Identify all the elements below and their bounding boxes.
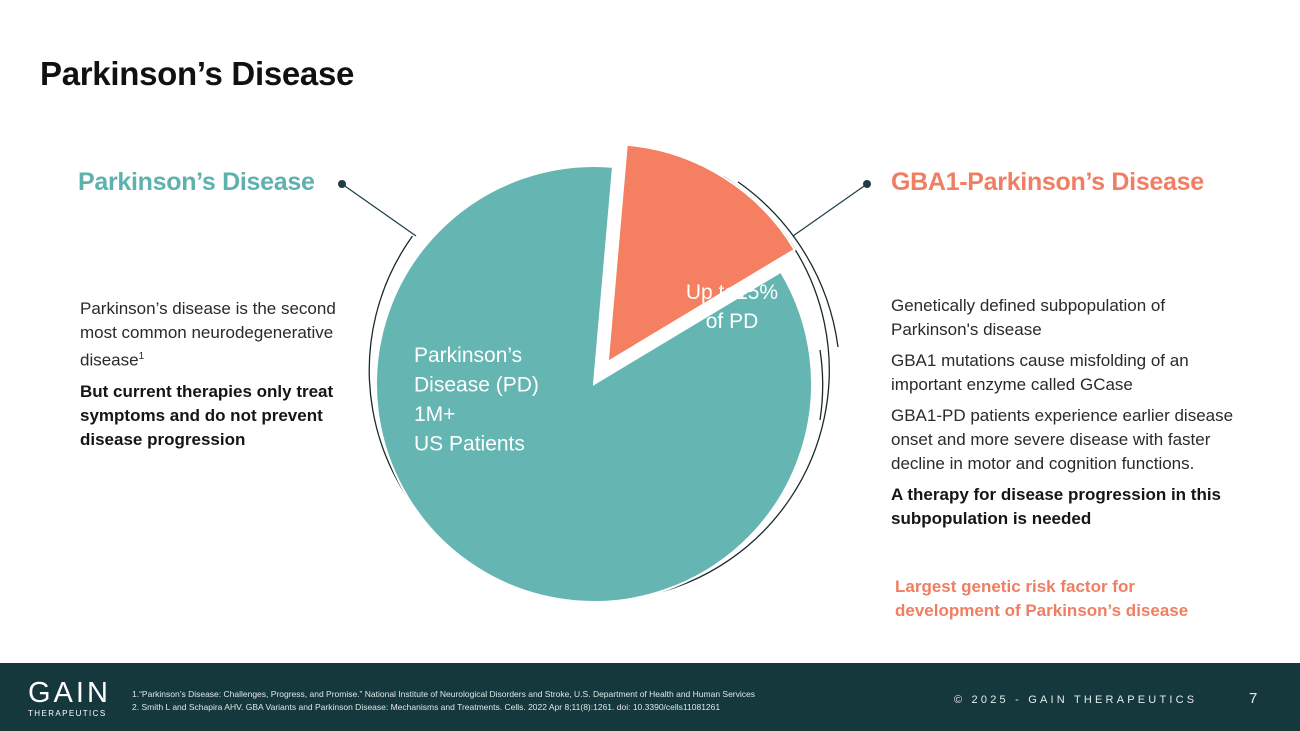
left-connector-line	[342, 184, 416, 236]
reference-2: 2. Smith L and Schapira AHV. GBA Variant…	[132, 701, 755, 714]
pie-label-line: Up to15%	[686, 281, 778, 304]
outer-ring-edge	[820, 350, 823, 420]
pie-chart: Parkinson’s Disease (PD) 1M+ US Patients Up…	[0, 0, 1300, 663]
copyright: © 2025 - GAIN THERAPEUTICS	[954, 694, 1197, 706]
references: 1.“Parkinson’s Disease: Challenges, Prog…	[132, 688, 755, 714]
reference-1: 1.“Parkinson’s Disease: Challenges, Prog…	[132, 688, 755, 701]
logo-subtitle: THERAPEUTICS	[28, 709, 111, 718]
pie-label-line: Disease (PD)	[414, 374, 539, 397]
logo-word: GAIN	[28, 679, 111, 707]
company-logo: GAIN THERAPEUTICS	[28, 679, 111, 718]
pie-label-line: Parkinson’s	[414, 344, 522, 367]
right-connector-line	[793, 184, 867, 236]
page-number: 7	[1249, 690, 1257, 707]
pie-label-line: of PD	[706, 310, 759, 333]
pie-label-line: 1M+	[414, 403, 455, 426]
pie-label-line: US Patients	[414, 433, 525, 456]
